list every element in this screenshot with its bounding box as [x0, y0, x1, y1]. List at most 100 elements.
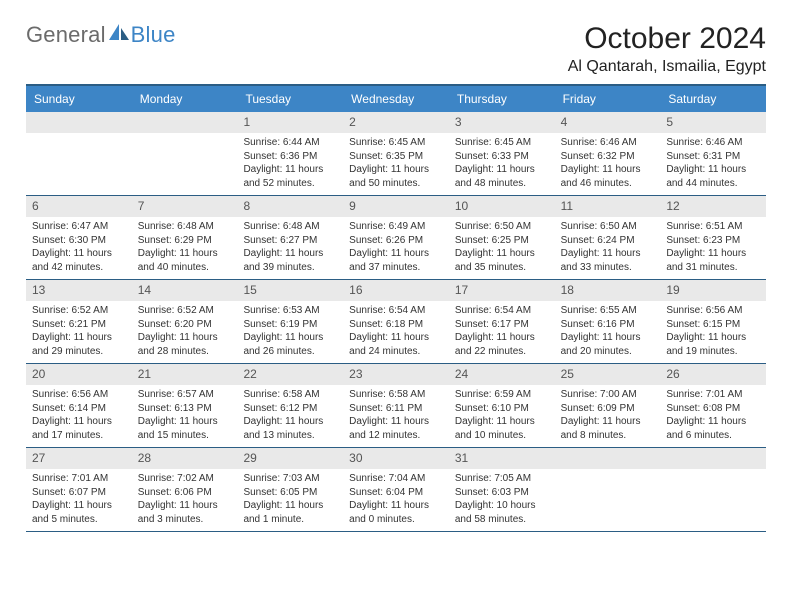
day-content: Sunrise: 7:01 AMSunset: 6:08 PMDaylight:… [660, 385, 766, 447]
sunrise-line: Sunrise: 6:45 AM [455, 136, 549, 150]
daylight-line: Daylight: 11 hours and 35 minutes. [455, 247, 549, 274]
daylight-line: Daylight: 11 hours and 8 minutes. [561, 415, 655, 442]
day-number: 20 [26, 364, 132, 385]
daylight-line: Daylight: 11 hours and 19 minutes. [666, 331, 760, 358]
dow-header: Sunday [26, 86, 132, 112]
day-content: Sunrise: 6:47 AMSunset: 6:30 PMDaylight:… [26, 217, 132, 279]
day-number: 28 [132, 448, 238, 469]
daylight-line: Daylight: 11 hours and 20 minutes. [561, 331, 655, 358]
sunrise-line: Sunrise: 6:47 AM [32, 220, 126, 234]
day-cell: 30Sunrise: 7:04 AMSunset: 6:04 PMDayligh… [343, 448, 449, 531]
logo-text-blue: Blue [107, 22, 176, 48]
daylight-line: Daylight: 11 hours and 5 minutes. [32, 499, 126, 526]
sunrise-line: Sunrise: 6:57 AM [138, 388, 232, 402]
sunrise-line: Sunrise: 7:01 AM [32, 472, 126, 486]
day-number: 13 [26, 280, 132, 301]
sunrise-line: Sunrise: 6:48 AM [138, 220, 232, 234]
sunrise-line: Sunrise: 7:00 AM [561, 388, 655, 402]
dow-header: Saturday [660, 86, 766, 112]
day-number: 18 [555, 280, 661, 301]
sunset-line: Sunset: 6:18 PM [349, 318, 443, 332]
dow-header: Tuesday [237, 86, 343, 112]
day-content: Sunrise: 6:54 AMSunset: 6:18 PMDaylight:… [343, 301, 449, 363]
day-content: Sunrise: 7:04 AMSunset: 6:04 PMDaylight:… [343, 469, 449, 531]
day-number: 8 [237, 196, 343, 217]
daylight-line: Daylight: 11 hours and 24 minutes. [349, 331, 443, 358]
sunrise-line: Sunrise: 6:52 AM [32, 304, 126, 318]
day-cell: 14Sunrise: 6:52 AMSunset: 6:20 PMDayligh… [132, 280, 238, 363]
sunrise-line: Sunrise: 6:44 AM [243, 136, 337, 150]
day-content: Sunrise: 6:48 AMSunset: 6:29 PMDaylight:… [132, 217, 238, 279]
daylight-line: Daylight: 11 hours and 28 minutes. [138, 331, 232, 358]
week-row: 27Sunrise: 7:01 AMSunset: 6:07 PMDayligh… [26, 448, 766, 532]
daylight-line: Daylight: 11 hours and 37 minutes. [349, 247, 443, 274]
sunrise-line: Sunrise: 6:51 AM [666, 220, 760, 234]
day-cell [555, 448, 661, 531]
sunset-line: Sunset: 6:11 PM [349, 402, 443, 416]
sunset-line: Sunset: 6:12 PM [243, 402, 337, 416]
day-content: Sunrise: 6:52 AMSunset: 6:20 PMDaylight:… [132, 301, 238, 363]
sunrise-line: Sunrise: 6:56 AM [32, 388, 126, 402]
week-row: 20Sunrise: 6:56 AMSunset: 6:14 PMDayligh… [26, 364, 766, 448]
day-content: Sunrise: 7:01 AMSunset: 6:07 PMDaylight:… [26, 469, 132, 531]
sunset-line: Sunset: 6:20 PM [138, 318, 232, 332]
day-cell: 28Sunrise: 7:02 AMSunset: 6:06 PMDayligh… [132, 448, 238, 531]
day-content: Sunrise: 7:03 AMSunset: 6:05 PMDaylight:… [237, 469, 343, 531]
sunset-line: Sunset: 6:25 PM [455, 234, 549, 248]
header: General Blue October 2024 Al Qantarah, I… [26, 22, 766, 76]
sunrise-line: Sunrise: 7:02 AM [138, 472, 232, 486]
day-cell: 21Sunrise: 6:57 AMSunset: 6:13 PMDayligh… [132, 364, 238, 447]
calendar: SundayMondayTuesdayWednesdayThursdayFrid… [26, 84, 766, 532]
daylight-line: Daylight: 11 hours and 13 minutes. [243, 415, 337, 442]
sunset-line: Sunset: 6:23 PM [666, 234, 760, 248]
day-number [132, 112, 238, 133]
day-number: 5 [660, 112, 766, 133]
sunrise-line: Sunrise: 6:58 AM [349, 388, 443, 402]
day-number: 31 [449, 448, 555, 469]
daylight-line: Daylight: 11 hours and 15 minutes. [138, 415, 232, 442]
day-content: Sunrise: 6:50 AMSunset: 6:25 PMDaylight:… [449, 217, 555, 279]
day-cell: 31Sunrise: 7:05 AMSunset: 6:03 PMDayligh… [449, 448, 555, 531]
daylight-line: Daylight: 11 hours and 0 minutes. [349, 499, 443, 526]
day-number [26, 112, 132, 133]
daylight-line: Daylight: 11 hours and 33 minutes. [561, 247, 655, 274]
sunset-line: Sunset: 6:08 PM [666, 402, 760, 416]
day-number: 10 [449, 196, 555, 217]
sunset-line: Sunset: 6:15 PM [666, 318, 760, 332]
sunset-line: Sunset: 6:03 PM [455, 486, 549, 500]
logo-blue-word: Blue [131, 22, 176, 48]
day-content: Sunrise: 6:53 AMSunset: 6:19 PMDaylight:… [237, 301, 343, 363]
day-cell: 8Sunrise: 6:48 AMSunset: 6:27 PMDaylight… [237, 196, 343, 279]
dow-header: Wednesday [343, 86, 449, 112]
sunrise-line: Sunrise: 6:46 AM [666, 136, 760, 150]
sunrise-line: Sunrise: 6:55 AM [561, 304, 655, 318]
location: Al Qantarah, Ismailia, Egypt [568, 58, 766, 76]
day-number: 4 [555, 112, 661, 133]
day-content: Sunrise: 6:59 AMSunset: 6:10 PMDaylight:… [449, 385, 555, 447]
day-cell [660, 448, 766, 531]
sunset-line: Sunset: 6:27 PM [243, 234, 337, 248]
day-cell: 10Sunrise: 6:50 AMSunset: 6:25 PMDayligh… [449, 196, 555, 279]
weeks: 1Sunrise: 6:44 AMSunset: 6:36 PMDaylight… [26, 112, 766, 532]
daylight-line: Daylight: 11 hours and 22 minutes. [455, 331, 549, 358]
sunrise-line: Sunrise: 6:52 AM [138, 304, 232, 318]
day-content [26, 133, 132, 189]
dow-header: Thursday [449, 86, 555, 112]
sunrise-line: Sunrise: 6:50 AM [455, 220, 549, 234]
daylight-line: Daylight: 11 hours and 39 minutes. [243, 247, 337, 274]
dow-header: Friday [555, 86, 661, 112]
day-cell: 25Sunrise: 7:00 AMSunset: 6:09 PMDayligh… [555, 364, 661, 447]
sunrise-line: Sunrise: 6:46 AM [561, 136, 655, 150]
daylight-line: Daylight: 11 hours and 1 minute. [243, 499, 337, 526]
day-number: 17 [449, 280, 555, 301]
day-content: Sunrise: 6:46 AMSunset: 6:32 PMDaylight:… [555, 133, 661, 195]
day-content: Sunrise: 6:45 AMSunset: 6:35 PMDaylight:… [343, 133, 449, 195]
day-number: 11 [555, 196, 661, 217]
logo-sail-icon [109, 24, 131, 40]
daylight-line: Daylight: 11 hours and 46 minutes. [561, 163, 655, 190]
day-cell: 7Sunrise: 6:48 AMSunset: 6:29 PMDaylight… [132, 196, 238, 279]
day-content: Sunrise: 6:51 AMSunset: 6:23 PMDaylight:… [660, 217, 766, 279]
day-cell: 12Sunrise: 6:51 AMSunset: 6:23 PMDayligh… [660, 196, 766, 279]
day-content: Sunrise: 6:54 AMSunset: 6:17 PMDaylight:… [449, 301, 555, 363]
sunrise-line: Sunrise: 6:58 AM [243, 388, 337, 402]
